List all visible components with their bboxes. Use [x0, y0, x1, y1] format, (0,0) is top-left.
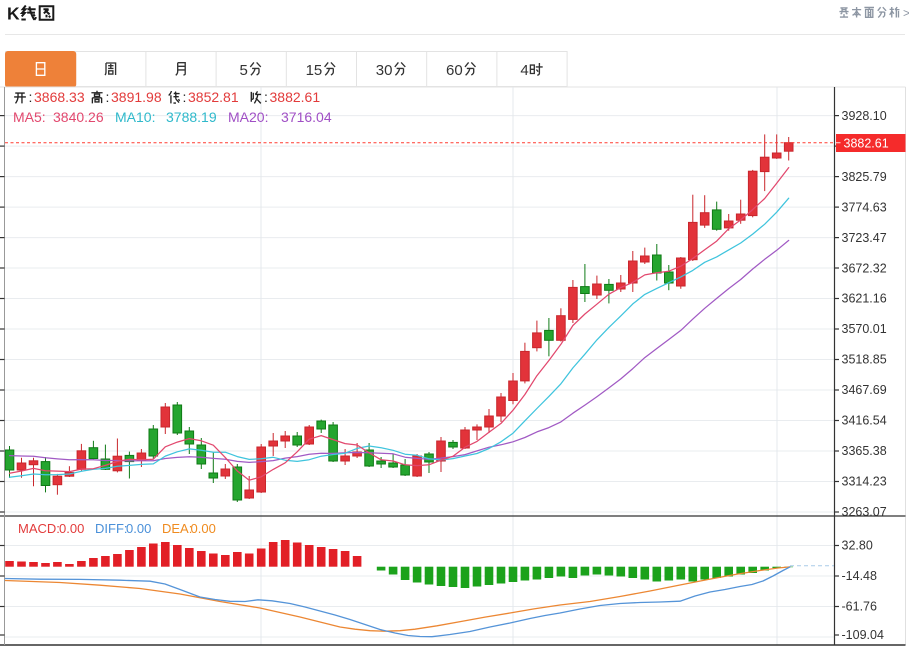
svg-text:-14.48: -14.48 [842, 569, 877, 583]
svg-text:0.00: 0.00 [59, 521, 84, 536]
svg-text:MA20:: MA20: [228, 109, 268, 125]
svg-text:3621.16: 3621.16 [842, 292, 887, 306]
svg-text:15: 15 [306, 62, 323, 79]
svg-text:3774.63: 3774.63 [842, 200, 887, 214]
svg-text:MA5:: MA5: [13, 109, 46, 125]
svg-text:3852.81: 3852.81 [188, 89, 239, 105]
svg-text:3840.26: 3840.26 [53, 109, 104, 125]
svg-text:4: 4 [520, 62, 528, 79]
svg-text:3882.61: 3882.61 [270, 89, 321, 105]
svg-text:3825.79: 3825.79 [842, 170, 887, 184]
svg-text:>: > [903, 6, 909, 20]
svg-text:30: 30 [376, 62, 393, 79]
svg-text:60: 60 [446, 62, 463, 79]
svg-text:5: 5 [240, 62, 248, 79]
svg-text:DEA:: DEA: [162, 521, 192, 536]
svg-text:3882.61: 3882.61 [844, 136, 889, 150]
svg-text:32.80: 32.80 [842, 539, 873, 553]
svg-text::: : [106, 89, 110, 105]
svg-text:3365.38: 3365.38 [842, 444, 887, 458]
svg-text:K: K [7, 4, 20, 24]
svg-text:MACD:: MACD: [18, 521, 60, 536]
svg-text:3928.10: 3928.10 [842, 109, 887, 123]
svg-text:0.00: 0.00 [126, 521, 151, 536]
svg-text:-61.76: -61.76 [842, 600, 877, 614]
svg-text:MA10:: MA10: [115, 109, 155, 125]
svg-text:3891.98: 3891.98 [111, 89, 162, 105]
svg-text:0.00: 0.00 [191, 521, 216, 536]
svg-text:3788.19: 3788.19 [166, 109, 217, 125]
svg-text:3723.47: 3723.47 [842, 231, 887, 245]
svg-text:3868.33: 3868.33 [34, 89, 85, 105]
svg-text:3263.07: 3263.07 [842, 505, 887, 519]
svg-text:3467.69: 3467.69 [842, 383, 887, 397]
svg-text:3570.01: 3570.01 [842, 322, 887, 336]
svg-text::: : [264, 89, 268, 105]
svg-text:3716.04: 3716.04 [281, 109, 332, 125]
svg-text:DIFF:: DIFF: [95, 521, 128, 536]
svg-text:-109.04: -109.04 [842, 628, 884, 642]
svg-text::: : [29, 89, 33, 105]
svg-text:3416.54: 3416.54 [842, 414, 887, 428]
svg-text::: : [183, 89, 187, 105]
svg-text:3518.85: 3518.85 [842, 353, 887, 367]
svg-text:3672.32: 3672.32 [842, 261, 887, 275]
svg-text:3314.23: 3314.23 [842, 475, 887, 489]
